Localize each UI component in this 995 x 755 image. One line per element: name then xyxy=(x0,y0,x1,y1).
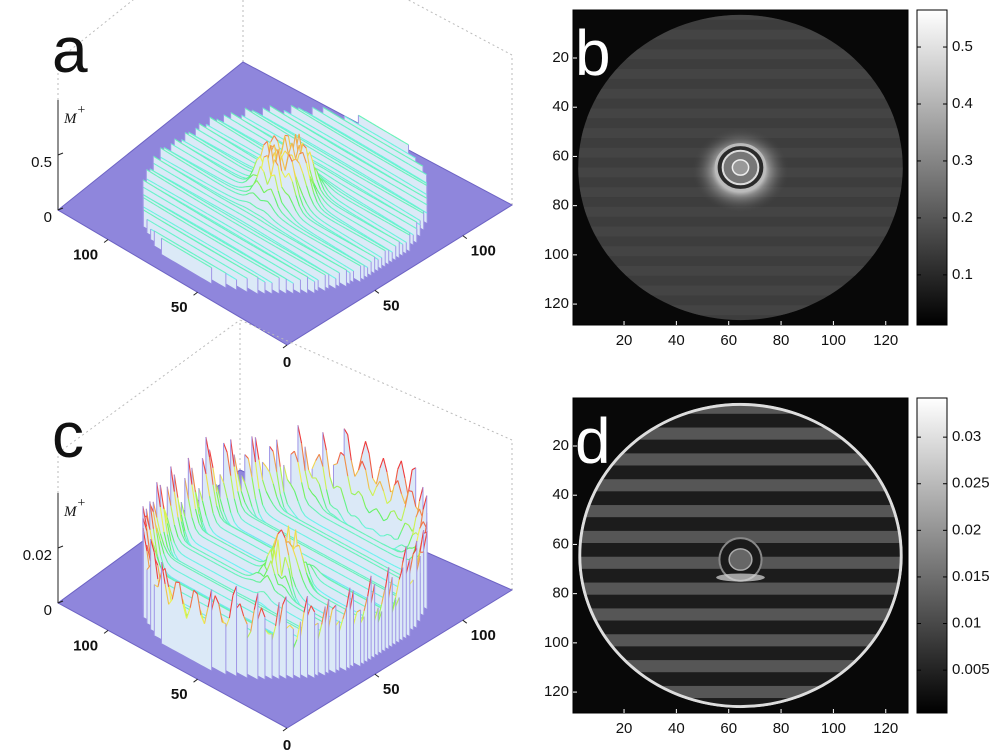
x-tick-label: 80 xyxy=(773,332,790,349)
y-tick xyxy=(375,290,379,293)
surface-line xyxy=(253,592,257,593)
heatmap-stripe xyxy=(573,89,908,99)
surface-line xyxy=(366,528,370,529)
y-tick-label: 20 xyxy=(552,49,569,66)
x-tick-label: 60 xyxy=(720,332,737,349)
surface-line xyxy=(369,529,373,530)
x-tick-label: 120 xyxy=(873,332,898,349)
surface-line xyxy=(246,579,250,580)
x-tick-label: 0 xyxy=(283,354,291,371)
z-tick-label: 0.5 xyxy=(31,154,52,171)
colorbar-tick-label: 0.3 xyxy=(952,152,973,169)
surface-line xyxy=(278,584,282,585)
panel-label: a xyxy=(52,14,88,86)
z-tick-label: 0 xyxy=(44,209,52,226)
surface-line xyxy=(242,191,246,192)
y-tick-label: 40 xyxy=(552,98,569,115)
surface-line xyxy=(242,187,246,188)
x-tick xyxy=(194,292,198,295)
surface-line xyxy=(264,201,268,202)
z-axis-label: M+ xyxy=(63,103,86,127)
panel-label: b xyxy=(575,17,611,89)
heatmap-ring xyxy=(732,160,748,175)
x-tick-label: 100 xyxy=(821,332,846,349)
y-tick-label: 50 xyxy=(383,297,400,314)
surface-line xyxy=(250,579,254,580)
box-edge xyxy=(243,0,512,55)
y-tick-label: 80 xyxy=(552,197,569,214)
x-tick xyxy=(283,345,287,348)
y-tick-label: 100 xyxy=(471,243,496,260)
heatmap-stripe xyxy=(573,227,908,237)
y-tick-label: 100 xyxy=(544,246,569,263)
surface-line xyxy=(409,491,413,492)
x-tick xyxy=(104,240,108,243)
heatmap-stripe xyxy=(573,246,908,256)
surface-line xyxy=(243,201,247,202)
colorbar-tick-label: 0.2 xyxy=(952,209,973,226)
colorbar xyxy=(917,10,947,325)
x-tick-label: 20 xyxy=(616,332,633,349)
colorbar-tick-label: 0.4 xyxy=(952,95,973,112)
x-tick-label: 50 xyxy=(171,299,188,316)
x-tick-label: 40 xyxy=(668,332,685,349)
y-tick-label: 60 xyxy=(552,147,569,164)
colorbar-tick-label: 0.1 xyxy=(952,266,973,283)
z-tick xyxy=(58,153,63,155)
heatmap-stripe xyxy=(573,108,908,118)
x-tick-label: 100 xyxy=(73,247,98,264)
figure: 0 0.5 M+ 0 50 100 50 100 a 20 40 60 80 100 120 20 40 60 80… xyxy=(0,0,995,755)
heatmap-stripe xyxy=(573,69,908,79)
box-edge xyxy=(58,320,240,453)
y-tick-label: 120 xyxy=(544,295,569,312)
y-tick xyxy=(463,236,467,239)
colorbar-tick-label: 0.5 xyxy=(952,38,973,55)
z-label-sup: + xyxy=(77,103,86,118)
surface-line xyxy=(257,582,261,583)
